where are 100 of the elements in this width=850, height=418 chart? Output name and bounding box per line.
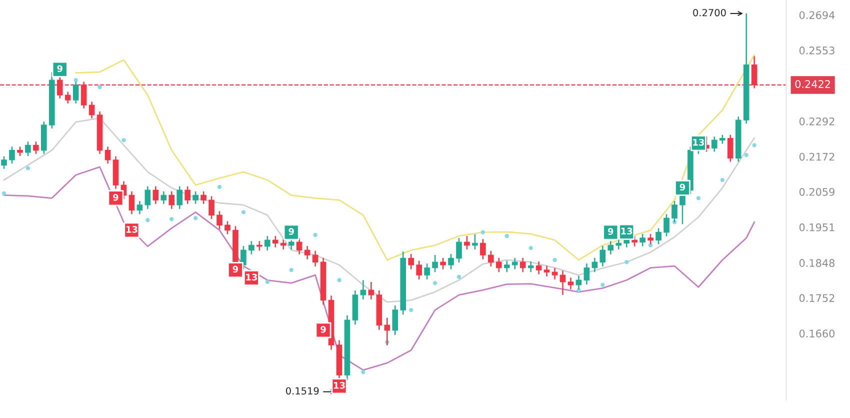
y-tick-label: 0.2694 [799,11,835,20]
candlestick [264,235,270,252]
candlestick [424,262,430,280]
candlestick [600,245,606,268]
candlestick [256,240,262,252]
y-tick-label: 0.2059 [799,188,834,196]
candlestick [9,146,15,164]
point [26,166,30,170]
candlestick [176,186,183,210]
candlestick [536,260,542,275]
candlestick [240,245,246,270]
candlestick [640,233,646,247]
candlestick [504,260,510,273]
candlestick [368,281,374,300]
candlestick [216,210,222,230]
y-tick-label: 0.1660 [799,330,835,338]
annotation: 9 [680,184,686,191]
candlestick [248,240,254,255]
y-tick-label: 0.1951 [799,223,834,232]
annotation: 13 [334,382,345,389]
point [752,143,756,148]
point [432,280,438,286]
candlestick [64,91,71,104]
candlestick [672,200,678,223]
annotation: 0.1519 [286,387,319,395]
point [648,243,653,248]
candlestick [56,76,63,100]
candlestick [152,186,159,205]
annotation: 9 [113,194,118,201]
point [122,138,126,142]
candlestick [408,253,414,270]
y-tick-label: 0.1752 [799,294,834,302]
candlestick [296,237,302,255]
point [744,153,748,158]
candlestick [496,257,502,273]
point [313,232,318,238]
point [289,268,294,272]
annotation: 0.2700 [693,8,726,16]
point [98,85,102,90]
point [409,308,414,312]
candlestick [392,304,398,336]
candlestick [416,260,422,280]
candlestick [544,265,550,278]
candlestick [448,253,454,270]
candlestick [33,141,39,154]
y-tick-label: 0.1848 [799,259,834,267]
point [2,191,6,196]
candlestick [472,234,478,250]
candlestick [488,250,494,268]
point [552,258,557,262]
annotation: 9 [288,228,294,235]
candlestick [751,56,758,89]
candlestick [632,235,638,247]
point [720,178,724,182]
candlestick [168,190,175,210]
candlestick [200,190,206,205]
candlestick [1,156,7,170]
point [480,230,486,234]
candlestick [280,238,286,250]
candlestick [464,235,470,250]
y-tick-label: 0.2172 [799,152,834,161]
point [74,78,78,82]
candlestick [80,81,87,110]
y-tick-label: 0.2553 [799,46,834,54]
ref-line-label: 0.2422 [795,80,830,88]
candlestick [432,254,438,273]
candlestick [712,136,718,152]
point [528,246,533,250]
annotation: 13 [621,228,632,235]
point [146,218,150,222]
line-series [75,54,756,261]
point [696,196,701,200]
candlestick [272,235,278,248]
candlestick [192,190,198,205]
candlestick [568,276,574,290]
candlestick [224,220,230,235]
candlestick [456,237,462,264]
candlestick [656,228,662,245]
y-tick-label: 0.2292 [799,117,834,126]
annotation: 13 [126,226,138,233]
point [241,210,246,214]
annotation: 13 [693,138,704,146]
point [170,217,174,222]
annotation: 9 [608,228,614,235]
candlestick [584,262,590,286]
candlestick [25,141,31,157]
candlestick [144,186,151,210]
annotation: 9 [57,65,62,72]
candlestick [104,146,111,164]
point [624,260,629,264]
candlestick [360,280,366,300]
candlestick [304,245,310,260]
point [193,216,198,220]
annotation: 13 [246,274,258,281]
candlestick [312,250,318,268]
candlestick [160,190,167,205]
annotation: 9 [320,326,326,333]
candlestick [17,146,23,157]
point [456,274,462,279]
candlestick [664,214,670,237]
